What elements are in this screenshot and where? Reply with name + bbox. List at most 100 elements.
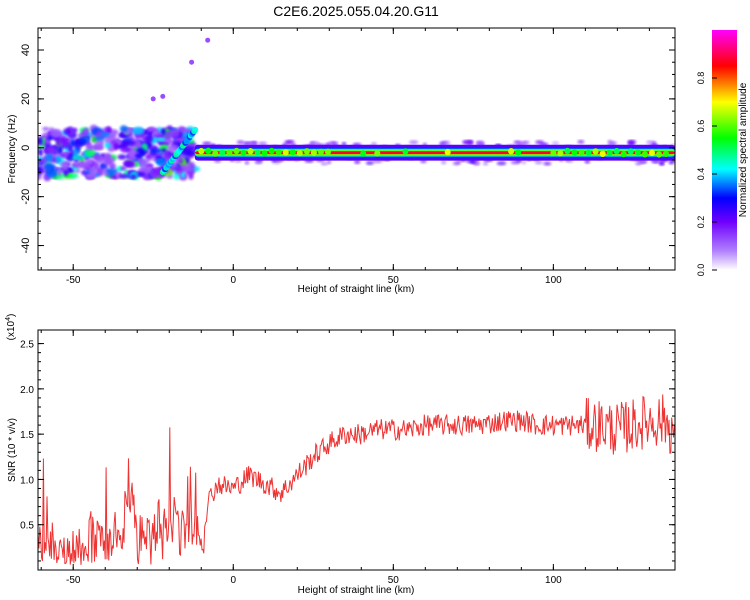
spectral-blob (164, 150, 171, 160)
spectral-blob (184, 156, 191, 164)
spectral-blob (154, 129, 159, 136)
spectral-halo (236, 140, 245, 145)
spectral-blob (119, 173, 128, 179)
spectral-halo (354, 160, 361, 164)
ridge-bump (247, 148, 254, 155)
ridge-bump (599, 150, 606, 157)
spectral-blob (117, 154, 127, 160)
spectral-blob (119, 125, 128, 132)
spectrogram-frame (37, 27, 676, 271)
spectral-blob (177, 157, 184, 165)
spectral-halo (552, 141, 559, 146)
ridge-bump (219, 149, 226, 156)
x-tick-label: -50 (66, 275, 81, 286)
colorbar-tick-label: 0.8 (696, 72, 706, 85)
x-tick-label: 50 (388, 575, 400, 586)
y-tick-label: 0.5 (20, 521, 34, 532)
chart-title: C2E6.2025.055.04.20.G11 (273, 3, 439, 19)
outlier-point (189, 59, 195, 65)
y-tick-label: 2.5 (20, 340, 34, 351)
ridge-bump (550, 149, 557, 157)
ridge-bump (198, 147, 205, 155)
spectral-blob (106, 168, 118, 174)
spectral-blob (180, 164, 191, 172)
spectral-blob (155, 137, 166, 142)
y-tick-label: 1.5 (20, 430, 34, 441)
spectral-blob (123, 139, 136, 146)
spectral-blob (55, 155, 61, 163)
spectral-halo (521, 160, 527, 165)
spectral-halo (535, 140, 544, 145)
spectral-halo (523, 140, 530, 145)
spectral-blob (144, 134, 154, 143)
colorbar-label: Normalized spectral amplitude (738, 82, 749, 217)
spectral-blob (190, 169, 196, 174)
spectral-blob (63, 127, 72, 136)
outlier-point (150, 96, 156, 102)
spectral-halo (543, 161, 552, 166)
spectral-blob (92, 145, 105, 151)
spectrogram-x-axis-label: Height of straight line (km) (298, 284, 415, 295)
outlier-point (205, 37, 211, 43)
spectral-halo (244, 160, 250, 165)
spectral-blob (58, 145, 63, 154)
y-tick-label: 40 (20, 44, 32, 56)
ridge-bump (613, 147, 620, 155)
y-tick-label: 1.0 (20, 475, 34, 486)
y-tick-label: 20 (20, 93, 32, 105)
ridge-bump (296, 149, 303, 157)
spectral-blob (179, 128, 189, 134)
snr-frame (37, 329, 676, 571)
snr-y-multiplier: (x104) (5, 314, 17, 341)
spectral-blob (95, 155, 105, 164)
spectral-blob (104, 142, 112, 149)
spectral-halo (483, 161, 489, 166)
spectral-blob (83, 127, 89, 134)
spectral-blob (72, 127, 78, 133)
spectral-halo (510, 160, 521, 165)
colorbar-gradient (712, 30, 737, 270)
ridge-bump (275, 148, 282, 156)
spectral-halo (441, 160, 447, 165)
snr-axes: -50 0 50 100 0.5 1.0 1.5 2.0 2.5 (20, 330, 675, 586)
spectral-halo (584, 159, 591, 164)
snr-plot-area (38, 330, 675, 570)
ridge-bump (508, 148, 515, 155)
spectral-halo (577, 139, 585, 144)
spectral-blob (72, 148, 79, 157)
ridge-bump (656, 151, 662, 158)
spectral-blob (155, 155, 162, 160)
spectral-blob (38, 148, 43, 157)
ridge-bump (233, 147, 240, 155)
ridge-bump (592, 148, 599, 155)
spectral-halo (330, 141, 339, 146)
ridge-bump (254, 149, 261, 156)
spectral-blob (46, 146, 57, 154)
spectral-blob (68, 153, 74, 158)
ridge-bump (402, 148, 409, 155)
spectral-blob (155, 159, 167, 165)
spectral-blob (130, 174, 137, 180)
ridge-bump (578, 149, 585, 156)
ridge-bump (627, 148, 634, 155)
snr-panel: -50 0 50 100 0.5 1.0 1.5 2.0 2.5 Height of strai… (5, 314, 676, 596)
colorbar-tick-label: 0.4 (696, 168, 706, 181)
spectral-blob (42, 126, 50, 131)
spectral-blob (93, 162, 98, 170)
spectral-halo (659, 161, 665, 166)
spectral-halo (327, 160, 332, 165)
ridge-bump (226, 149, 233, 156)
spectral-blob (84, 159, 94, 165)
spectral-blob (45, 169, 57, 178)
spectral-halo (609, 141, 618, 146)
ridge-bump (557, 150, 564, 157)
spectrogram-axes: -50 0 50 100 -40 -20 0 20 40 (20, 28, 675, 286)
spectral-blob (147, 126, 157, 132)
spectral-blob (38, 137, 43, 146)
spectrogram-panel: -50 0 50 100 -40 -20 0 20 40 Height of straight … (7, 27, 676, 295)
ridge-bump (205, 147, 212, 154)
spectral-blob (50, 128, 63, 138)
spectral-blob (56, 168, 62, 177)
ridge-bump (325, 148, 331, 155)
spectral-halo (627, 139, 637, 144)
